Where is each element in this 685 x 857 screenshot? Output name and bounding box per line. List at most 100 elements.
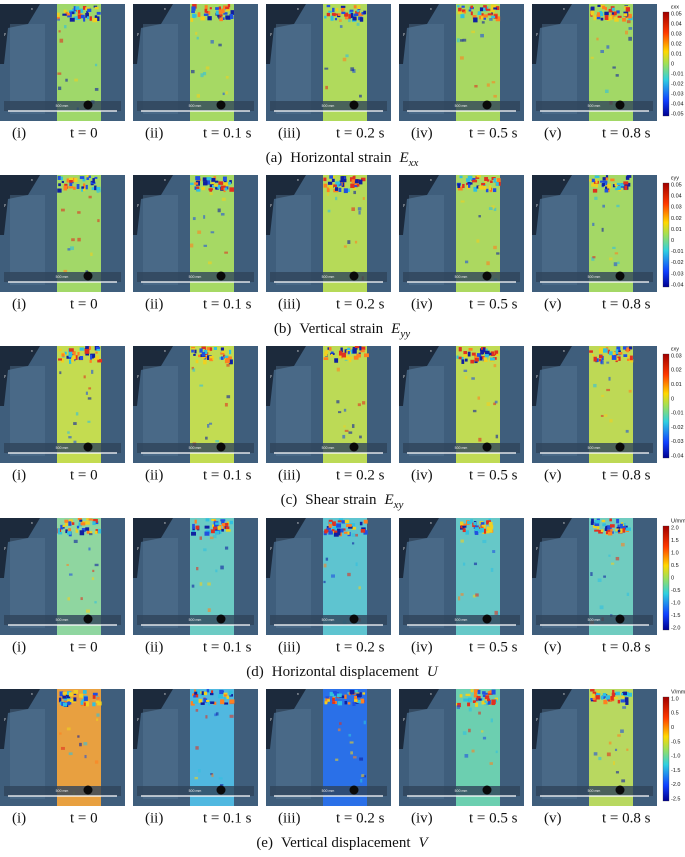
field-noise	[608, 741, 612, 745]
field-noise	[329, 692, 334, 697]
lighting-band	[143, 366, 178, 456]
field-noise	[196, 94, 200, 98]
field-noise	[332, 7, 335, 13]
field-noise	[484, 700, 487, 703]
field-noise	[96, 718, 99, 721]
field-noise	[190, 17, 194, 22]
field-noise	[458, 347, 462, 352]
panel-index: (iv)	[411, 467, 433, 483]
panel-time: t = 0.1 s	[203, 810, 252, 826]
image-panel: 500 mm x y	[399, 175, 524, 292]
field-noise	[64, 519, 69, 523]
field-noise	[90, 354, 93, 360]
panel-index: (v)	[544, 810, 562, 826]
field-noise	[360, 698, 365, 704]
field-noise	[68, 177, 74, 181]
field-noise	[350, 183, 355, 188]
marker-dot	[83, 100, 93, 110]
field-noise	[94, 63, 98, 67]
axis-x-label: x	[31, 7, 33, 11]
field-noise	[77, 518, 82, 521]
field-noise	[337, 701, 343, 706]
field-noise	[494, 400, 498, 404]
field-noise	[463, 354, 468, 358]
image-panel: 500 mm x y	[266, 346, 391, 463]
field-noise	[85, 701, 89, 707]
field-noise	[335, 530, 341, 536]
field-noise	[224, 187, 227, 191]
field-noise	[358, 586, 361, 590]
marker-dot	[83, 442, 93, 452]
colorbar-tick: -0.04	[671, 282, 684, 288]
field-noise	[623, 13, 628, 17]
field-noise	[619, 183, 625, 187]
dark-corner	[0, 346, 40, 406]
field-noise	[608, 351, 613, 356]
axis-y-label: y	[137, 546, 139, 550]
field-noise	[347, 572, 351, 577]
field-noise	[57, 188, 62, 193]
field-noise	[611, 351, 616, 355]
field-noise	[327, 347, 330, 350]
field-noise	[623, 691, 628, 696]
scale-strip	[403, 786, 520, 796]
field-noise	[192, 699, 198, 704]
field-noise	[87, 397, 92, 400]
field-noise	[487, 13, 493, 16]
field-noise	[89, 533, 93, 536]
panel-time: t = 0.1 s	[203, 125, 252, 141]
field-noise	[208, 422, 213, 425]
field-noise	[475, 593, 479, 597]
field-noise	[590, 689, 595, 692]
field-noise	[69, 179, 73, 183]
field-noise	[594, 175, 600, 178]
field-noise	[352, 347, 358, 350]
field-noise	[204, 531, 210, 536]
field-noise	[216, 184, 221, 188]
panel-index: (i)	[12, 296, 26, 312]
image-panel: 500 mm x y	[0, 689, 125, 806]
colorbar-tick: -1.5	[671, 768, 680, 774]
field-noise	[94, 87, 99, 91]
panel-time: t = 0	[70, 810, 98, 826]
field-noise	[209, 536, 214, 540]
field-noise	[614, 182, 619, 187]
scale-label: 500 mm	[322, 789, 335, 793]
field-noise	[59, 371, 62, 375]
field-noise	[458, 7, 462, 12]
marker-dot	[216, 442, 226, 452]
field-noise	[335, 196, 338, 201]
axis-x-label: x	[31, 521, 33, 525]
field-noise	[341, 528, 346, 531]
field-noise	[481, 524, 486, 527]
field-noise	[68, 348, 74, 352]
field-noise	[607, 349, 610, 354]
field-noise	[199, 536, 202, 540]
colorbar-tick: -0.5	[671, 588, 680, 594]
panel-index: (v)	[544, 125, 562, 141]
panel-time: t = 0.1 s	[203, 639, 252, 655]
field-noise	[473, 690, 478, 695]
field-noise	[202, 177, 208, 182]
field-noise	[84, 521, 90, 525]
panel-time: t = 0.5 s	[469, 810, 518, 826]
field-noise	[69, 17, 75, 22]
colorbar-tick: 0.05	[671, 11, 682, 17]
image-panel: 500 mm x y	[532, 689, 657, 806]
colorbar-tick: -0.02	[671, 425, 684, 431]
field-noise	[461, 359, 465, 364]
field-noise	[67, 248, 71, 251]
marker-dot	[216, 271, 226, 281]
field-noise	[324, 67, 329, 70]
caption-label: (d)	[246, 664, 264, 680]
field-noise	[206, 347, 211, 351]
caption-text: Shear strain	[305, 492, 377, 508]
field-noise	[196, 689, 201, 694]
dark-corner	[532, 689, 572, 749]
field-noise	[463, 698, 469, 702]
field-noise	[595, 695, 600, 700]
field-noise	[79, 742, 82, 747]
image-panel: 500 mm x y	[532, 175, 657, 292]
lighting-band	[276, 538, 311, 628]
field-noise	[616, 10, 620, 14]
